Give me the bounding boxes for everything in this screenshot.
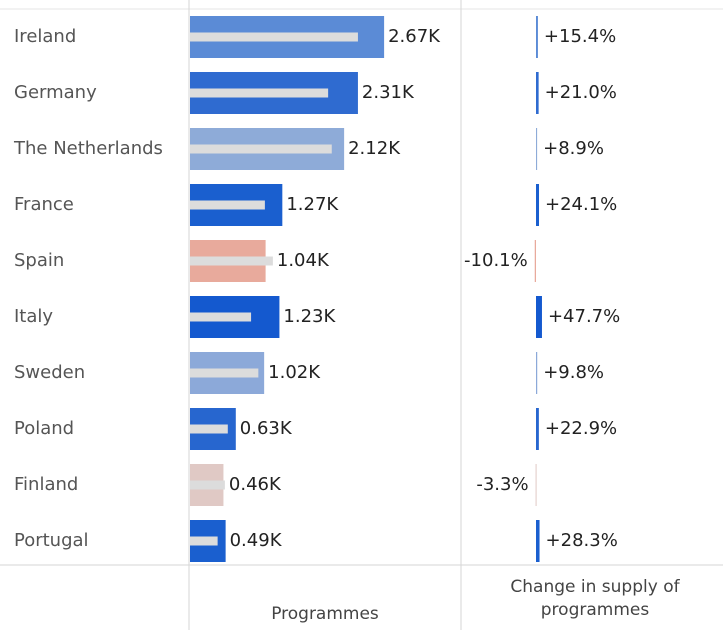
- reference-bar: [190, 144, 332, 154]
- category-label: Ireland: [14, 26, 76, 47]
- category-label: Germany: [14, 82, 97, 103]
- value-label: 1.04K: [277, 250, 330, 271]
- change-bar: [536, 296, 542, 338]
- change-bar: [535, 464, 537, 506]
- reference-bar: [190, 200, 265, 210]
- category-label: Finland: [14, 474, 78, 495]
- reference-bar: [190, 88, 329, 98]
- category-label: Italy: [14, 306, 53, 327]
- change-label: +28.3%: [546, 530, 618, 551]
- reference-bar: [190, 368, 259, 378]
- value-label: 1.27K: [286, 194, 339, 215]
- category-label: The Netherlands: [13, 138, 163, 159]
- change-bar: [536, 128, 538, 170]
- change-bar: [536, 520, 540, 562]
- value-label: 1.23K: [283, 306, 336, 327]
- change-bar: [536, 408, 539, 450]
- change-label: +22.9%: [545, 418, 617, 439]
- change-label: +47.7%: [548, 306, 620, 327]
- value-label: 0.49K: [230, 530, 283, 551]
- category-label: Sweden: [14, 362, 85, 383]
- change-bar: [536, 72, 539, 114]
- change-bar: [536, 184, 540, 226]
- reference-bar: [190, 312, 252, 322]
- x-axis-label: Programmes: [271, 604, 379, 624]
- category-label: Spain: [14, 250, 64, 271]
- reference-bar: [190, 480, 225, 490]
- value-label: 0.46K: [229, 474, 282, 495]
- x-axis-label: Change in supply of programmes: [510, 577, 680, 620]
- category-label: France: [14, 194, 74, 215]
- change-bar: [536, 16, 538, 58]
- value-label: 0.63K: [240, 418, 293, 439]
- value-label: 2.31K: [362, 82, 415, 103]
- change-label: +21.0%: [545, 82, 617, 103]
- change-bar: [534, 240, 536, 282]
- reference-bar: [190, 424, 228, 434]
- reference-bar: [190, 256, 273, 266]
- reference-bar: [190, 32, 358, 42]
- value-label: 2.12K: [348, 138, 401, 159]
- change-label: +24.1%: [545, 194, 617, 215]
- change-label: -3.3%: [476, 474, 528, 495]
- change-label: -10.1%: [464, 250, 528, 271]
- change-bar: [536, 352, 538, 394]
- change-label: +15.4%: [544, 26, 616, 47]
- change-label: +9.8%: [543, 362, 604, 383]
- category-label: Poland: [14, 418, 74, 439]
- value-label: 2.67K: [388, 26, 441, 47]
- value-label: 1.02K: [268, 362, 321, 383]
- reference-bar: [190, 536, 218, 546]
- category-label: Portugal: [14, 530, 89, 551]
- change-label: +8.9%: [543, 138, 604, 159]
